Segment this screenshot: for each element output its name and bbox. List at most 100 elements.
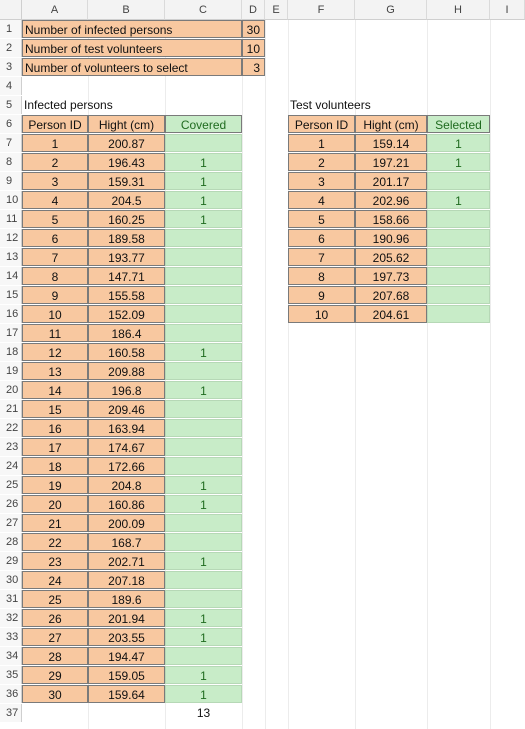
param-value-cell[interactable]: 3 — [242, 58, 265, 76]
infected-table-cell[interactable]: 6 — [22, 229, 88, 247]
infected-table-cell[interactable]: 147.71 — [88, 267, 165, 285]
row-header-20[interactable]: 20 — [0, 381, 22, 399]
infected-table-cell[interactable]: 1 — [165, 495, 242, 513]
infected-table-cell[interactable] — [165, 590, 242, 608]
infected-table-cell[interactable]: 13 — [22, 362, 88, 380]
infected-table-cell[interactable]: 9 — [22, 286, 88, 304]
row-header-21[interactable]: 21 — [0, 400, 22, 418]
infected-table-cell[interactable]: 1 — [165, 666, 242, 684]
infected-table-cell[interactable] — [165, 248, 242, 266]
volunteers-table-cell[interactable]: 3 — [288, 172, 355, 190]
infected-table-cell[interactable]: 204.8 — [88, 476, 165, 494]
volunteers-table-cell[interactable]: 10 — [288, 305, 355, 323]
infected-table-cell[interactable] — [165, 229, 242, 247]
infected-table-cell[interactable] — [165, 324, 242, 342]
infected-table-cell[interactable]: 207.18 — [88, 571, 165, 589]
infected-table-cell[interactable]: 2 — [22, 153, 88, 171]
volunteers-table-cell[interactable] — [427, 210, 490, 228]
row-header-12[interactable]: 12 — [0, 229, 22, 247]
row-header-37[interactable]: 37 — [0, 704, 22, 722]
select-all-corner[interactable] — [0, 0, 22, 20]
infected-table-cell[interactable]: 1 — [165, 685, 242, 703]
row-header-3[interactable]: 3 — [0, 58, 22, 76]
param-value-cell[interactable]: 30 — [242, 20, 265, 38]
volunteers-table-cell[interactable] — [427, 229, 490, 247]
infected-table-cell[interactable]: 159.64 — [88, 685, 165, 703]
row-header-23[interactable]: 23 — [0, 438, 22, 456]
infected-table-cell[interactable]: 12 — [22, 343, 88, 361]
row-header-1[interactable]: 1 — [0, 20, 22, 38]
volunteers-table-cell[interactable] — [427, 305, 490, 323]
infected-header-cell[interactable]: Person ID — [22, 115, 88, 133]
row-header-16[interactable]: 16 — [0, 305, 22, 323]
infected-header-cell[interactable]: Covered — [165, 115, 242, 133]
column-header-g[interactable]: G — [355, 0, 427, 20]
infected-table-cell[interactable]: 209.46 — [88, 400, 165, 418]
row-header-6[interactable]: 6 — [0, 115, 22, 133]
volunteers-table-cell[interactable] — [427, 267, 490, 285]
infected-table-cell[interactable]: 22 — [22, 533, 88, 551]
volunteers-table-cell[interactable]: 7 — [288, 248, 355, 266]
infected-header-cell[interactable]: Hight (cm) — [88, 115, 165, 133]
row-header-17[interactable]: 17 — [0, 324, 22, 342]
covered-total-cell[interactable]: 13 — [196, 706, 211, 720]
volunteers-table-cell[interactable]: 6 — [288, 229, 355, 247]
infected-table-cell[interactable]: 1 — [22, 134, 88, 152]
infected-table-cell[interactable] — [165, 647, 242, 665]
infected-table-cell[interactable]: 25 — [22, 590, 88, 608]
row-header-14[interactable]: 14 — [0, 267, 22, 285]
infected-table-cell[interactable]: 5 — [22, 210, 88, 228]
infected-table-cell[interactable] — [165, 457, 242, 475]
row-header-31[interactable]: 31 — [0, 590, 22, 608]
infected-table-cell[interactable]: 11 — [22, 324, 88, 342]
infected-table-cell[interactable]: 200.87 — [88, 134, 165, 152]
row-header-33[interactable]: 33 — [0, 628, 22, 646]
column-header-h[interactable]: H — [427, 0, 490, 20]
row-header-8[interactable]: 8 — [0, 153, 22, 171]
infected-table-cell[interactable]: 1 — [165, 343, 242, 361]
infected-table-cell[interactable] — [165, 286, 242, 304]
row-header-29[interactable]: 29 — [0, 552, 22, 570]
volunteers-table-cell[interactable]: 197.21 — [355, 153, 427, 171]
column-header-b[interactable]: B — [88, 0, 165, 20]
infected-table-cell[interactable]: 27 — [22, 628, 88, 646]
infected-table-cell[interactable]: 1 — [165, 191, 242, 209]
infected-table-cell[interactable]: 1 — [165, 381, 242, 399]
row-header-27[interactable]: 27 — [0, 514, 22, 532]
volunteers-table-cell[interactable]: 5 — [288, 210, 355, 228]
row-header-19[interactable]: 19 — [0, 362, 22, 380]
infected-table-cell[interactable]: 196.8 — [88, 381, 165, 399]
volunteers-table-cell[interactable]: 1 — [427, 153, 490, 171]
row-header-26[interactable]: 26 — [0, 495, 22, 513]
infected-table-cell[interactable] — [165, 305, 242, 323]
volunteers-table-cell[interactable]: 4 — [288, 191, 355, 209]
infected-table-cell[interactable]: 1 — [165, 153, 242, 171]
volunteers-table-cell[interactable]: 205.62 — [355, 248, 427, 266]
row-header-25[interactable]: 25 — [0, 476, 22, 494]
infected-table-cell[interactable]: 18 — [22, 457, 88, 475]
param-value-cell[interactable]: 10 — [242, 39, 265, 57]
volunteers-table-cell[interactable] — [427, 286, 490, 304]
row-header-24[interactable]: 24 — [0, 457, 22, 475]
infected-table-cell[interactable]: 200.09 — [88, 514, 165, 532]
infected-table-cell[interactable] — [165, 134, 242, 152]
row-header-4[interactable]: 4 — [0, 77, 22, 95]
infected-table-cell[interactable]: 1 — [165, 210, 242, 228]
infected-table-cell[interactable]: 14 — [22, 381, 88, 399]
infected-table-cell[interactable]: 194.47 — [88, 647, 165, 665]
volunteers-table-cell[interactable]: 2 — [288, 153, 355, 171]
infected-table-cell[interactable]: 26 — [22, 609, 88, 627]
param-label-cell[interactable]: Number of infected persons — [22, 20, 242, 38]
row-header-10[interactable]: 10 — [0, 191, 22, 209]
infected-table-cell[interactable] — [165, 419, 242, 437]
volunteers-table-cell[interactable]: 190.96 — [355, 229, 427, 247]
infected-table-cell[interactable] — [165, 400, 242, 418]
infected-table-cell[interactable]: 28 — [22, 647, 88, 665]
infected-table-cell[interactable]: 204.5 — [88, 191, 165, 209]
infected-table-cell[interactable]: 1 — [165, 609, 242, 627]
infected-table-cell[interactable]: 19 — [22, 476, 88, 494]
infected-table-cell[interactable] — [165, 571, 242, 589]
row-header-13[interactable]: 13 — [0, 248, 22, 266]
row-header-18[interactable]: 18 — [0, 343, 22, 361]
